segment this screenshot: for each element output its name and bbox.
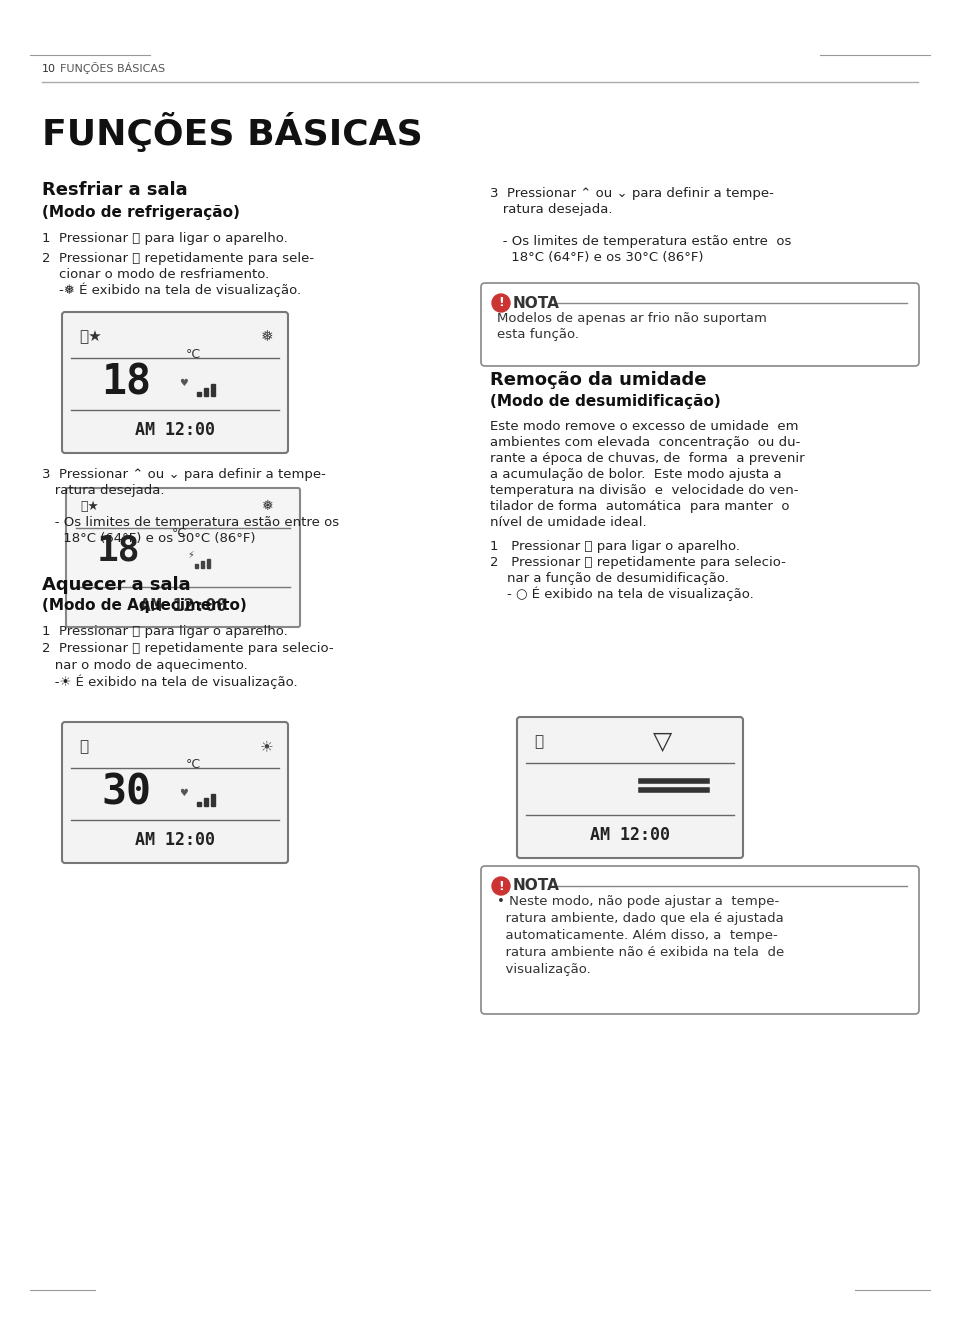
Text: !: ! [498,880,504,893]
Text: ambientes com elevada  concentração  ou du-: ambientes com elevada concentração ou du… [490,436,801,449]
Text: ❅: ❅ [262,499,274,513]
Text: ♥: ♥ [180,787,188,798]
Text: ⩱★: ⩱★ [80,499,99,513]
Text: ⚡: ⚡ [187,550,195,560]
Text: ratura ambiente, dado que ela é ajustada: ratura ambiente, dado que ela é ajustada [497,911,783,925]
Text: 18°C (64°F) e os 30°C (86°F): 18°C (64°F) e os 30°C (86°F) [490,251,704,264]
Text: 3  Pressionar ⌃ ou ⌄ para definir a tempe-: 3 Pressionar ⌃ ou ⌄ para definir a tempe… [42,468,325,481]
Text: 18°C (64°F) e os 30°C (86°F): 18°C (64°F) e os 30°C (86°F) [42,532,255,546]
Text: Este modo remove o excesso de umidade  em: Este modo remove o excesso de umidade em [490,420,799,433]
Text: (Modo de Aquecimento): (Modo de Aquecimento) [42,598,247,613]
Text: FUNÇÕES BÁSICAS: FUNÇÕES BÁSICAS [42,112,422,152]
Text: 2  Pressionar Ⓜ repetidamente para selecio-: 2 Pressionar Ⓜ repetidamente para seleci… [42,642,334,655]
Text: FUNÇÕES BÁSICAS: FUNÇÕES BÁSICAS [60,62,165,74]
Text: 2   Pressionar Ⓜ repetidamente para selecio-: 2 Pressionar Ⓜ repetidamente para seleci… [490,556,786,569]
Text: ☀: ☀ [260,740,274,754]
Bar [201,561,204,568]
Circle shape [492,877,510,896]
Text: -☀ É exibido na tela de visualização.: -☀ É exibido na tela de visualização. [42,675,298,690]
Text: ratura desejada.: ratura desejada. [490,203,612,217]
Text: 30: 30 [102,771,152,814]
Text: esta função.: esta função. [497,328,579,341]
Text: -❅ É exibido na tela de visualização.: -❅ É exibido na tela de visualização. [42,283,301,297]
Text: NOTA: NOTA [513,296,560,310]
Text: temperatura na divisão  e  velocidade do ven-: temperatura na divisão e velocidade do v… [490,483,799,497]
Text: Modelos de apenas ar frio não suportam: Modelos de apenas ar frio não suportam [497,312,767,325]
FancyBboxPatch shape [66,487,300,627]
Bar [204,388,208,396]
Bar [211,794,215,806]
Text: ratura desejada.: ratura desejada. [42,483,164,497]
Text: 10: 10 [42,63,56,74]
Text: ❅: ❅ [260,329,274,343]
Text: ⩱: ⩱ [534,734,543,749]
Text: AM 12:00: AM 12:00 [135,831,215,849]
Text: cionar o modo de resfriamento.: cionar o modo de resfriamento. [42,268,269,281]
Text: ▽: ▽ [654,729,673,753]
Text: - ○ É exibido na tela de visualização.: - ○ É exibido na tela de visualização. [490,587,754,601]
Text: 3  Pressionar ⌃ ou ⌄ para definir a tempe-: 3 Pressionar ⌃ ou ⌄ para definir a tempe… [490,188,774,199]
Text: - Os limites de temperatura estão entre  os: - Os limites de temperatura estão entre … [490,235,791,248]
FancyBboxPatch shape [62,723,288,863]
Text: °C: °C [186,349,202,361]
Text: automaticamente. Além disso, a  tempe-: automaticamente. Além disso, a tempe- [497,929,778,942]
Text: Remoção da umidade: Remoção da umidade [490,371,707,388]
Text: AM 12:00: AM 12:00 [135,421,215,439]
Text: ⩱: ⩱ [79,740,88,754]
Text: °C: °C [172,527,186,540]
Text: NOTA: NOTA [513,878,560,893]
Text: °C: °C [186,758,202,771]
Text: (Modo de desumidificação): (Modo de desumidificação) [490,394,721,410]
Text: 18: 18 [97,534,140,568]
Text: !: ! [498,296,504,309]
Text: AM 12:00: AM 12:00 [139,597,227,616]
Text: 1   Pressionar ⓘ para ligar o aparelho.: 1 Pressionar ⓘ para ligar o aparelho. [490,540,740,553]
Text: nar o modo de aquecimento.: nar o modo de aquecimento. [42,659,248,672]
Text: visualização.: visualização. [497,963,590,976]
Bar [197,802,201,806]
Text: nível de umidade ideal.: nível de umidade ideal. [490,517,647,528]
Text: ♥: ♥ [180,378,188,387]
Text: 18: 18 [102,362,152,403]
FancyBboxPatch shape [517,717,743,859]
Text: nar a função de desumidificação.: nar a função de desumidificação. [490,572,729,585]
Bar [197,392,201,396]
Text: rante a época de chuvas, de  forma  a prevenir: rante a época de chuvas, de forma a prev… [490,452,804,465]
Text: • Neste modo, não pode ajustar a  tempe-: • Neste modo, não pode ajustar a tempe- [497,896,780,908]
Text: Aquecer a sala: Aquecer a sala [42,576,191,594]
Text: 2  Pressionar Ⓜ repetidamente para sele-: 2 Pressionar Ⓜ repetidamente para sele- [42,252,314,266]
Text: - Os limites de temperatura estão entre os: - Os limites de temperatura estão entre … [42,517,339,528]
Text: AM 12:00: AM 12:00 [590,826,670,844]
FancyBboxPatch shape [481,283,919,366]
FancyBboxPatch shape [62,312,288,453]
FancyBboxPatch shape [481,867,919,1015]
Bar [195,564,198,568]
Bar [206,559,209,568]
Text: 1  Pressionar ⓘ para ligar o aparelho.: 1 Pressionar ⓘ para ligar o aparelho. [42,232,288,244]
Text: 1  Pressionar ⓘ para ligar o aparelho.: 1 Pressionar ⓘ para ligar o aparelho. [42,625,288,638]
Text: Resfriar a sala: Resfriar a sala [42,181,187,199]
Text: tilador de forma  automática  para manter  o: tilador de forma automática para manter … [490,501,789,513]
Text: ⩱★: ⩱★ [79,329,102,343]
Bar [204,798,208,806]
Text: ratura ambiente não é exibida na tela  de: ratura ambiente não é exibida na tela de [497,946,784,959]
Text: (Modo de refrigeração): (Modo de refrigeração) [42,205,240,221]
Text: a acumulação de bolor.  Este modo ajusta a: a acumulação de bolor. Este modo ajusta … [490,468,781,481]
Circle shape [492,295,510,312]
Bar [211,384,215,396]
